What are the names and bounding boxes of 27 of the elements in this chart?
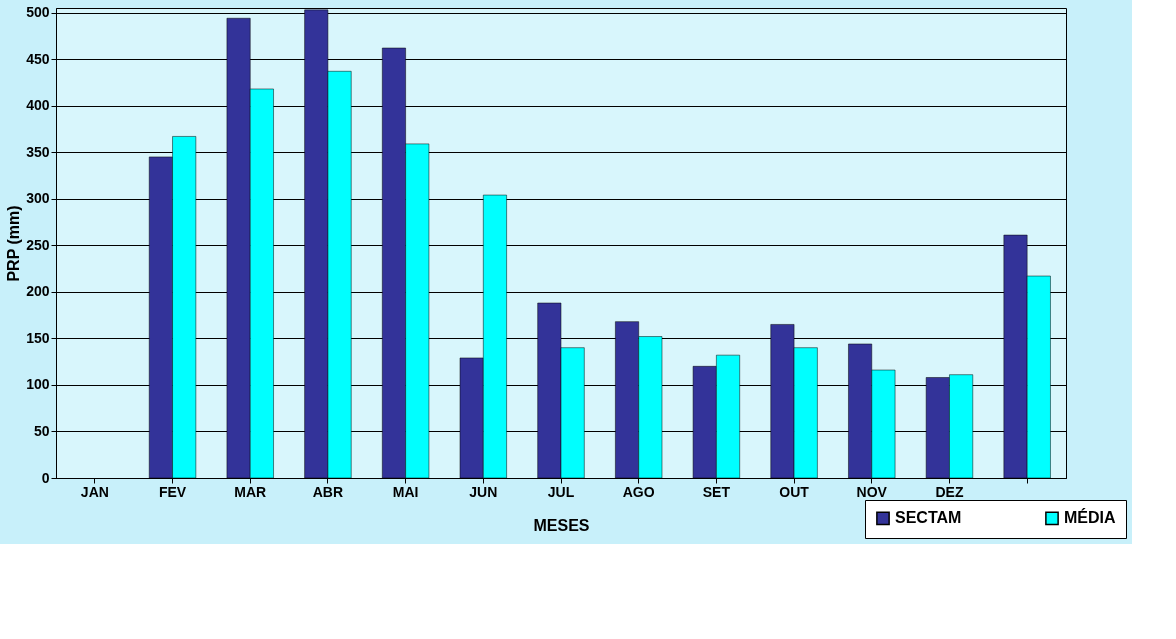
x-tick-label: JAN — [80, 483, 109, 500]
x-tick-label: ABR — [312, 483, 344, 500]
x-tick-label: JUN — [469, 483, 498, 500]
y-tick-label: 0 — [41, 469, 50, 486]
x-tick-label: MAI — [392, 483, 419, 500]
x-tick-label: OUT — [779, 483, 810, 500]
y-tick-label: 350 — [26, 143, 50, 160]
legend-label: SECTAM — [895, 509, 962, 527]
y-tick-label: 400 — [26, 97, 50, 114]
y-tick-label: 250 — [26, 236, 50, 253]
y-tick-label: 300 — [26, 190, 50, 207]
y-tick-label: 500 — [26, 4, 50, 21]
legend-label: MÉDIA — [1064, 508, 1116, 527]
x-tick-label: DEZ — [935, 483, 964, 500]
y-axis-title: PRP (mm) — [5, 205, 23, 282]
x-tick-label: SET — [702, 483, 731, 500]
x-tick-label: FEV — [158, 483, 187, 500]
y-tick-label: 150 — [26, 329, 50, 346]
x-axis-title: MESES — [533, 516, 590, 534]
x-tick-label: NOV — [856, 483, 888, 500]
y-tick-label: 200 — [26, 283, 50, 300]
x-tick-label: AGO — [622, 483, 655, 500]
x-tick-label: MAR — [234, 483, 267, 500]
y-tick-label: 450 — [26, 50, 50, 67]
y-tick-label: 50 — [33, 422, 50, 439]
x-tick-label: JUL — [547, 483, 575, 500]
y-tick-label: 100 — [26, 376, 50, 393]
